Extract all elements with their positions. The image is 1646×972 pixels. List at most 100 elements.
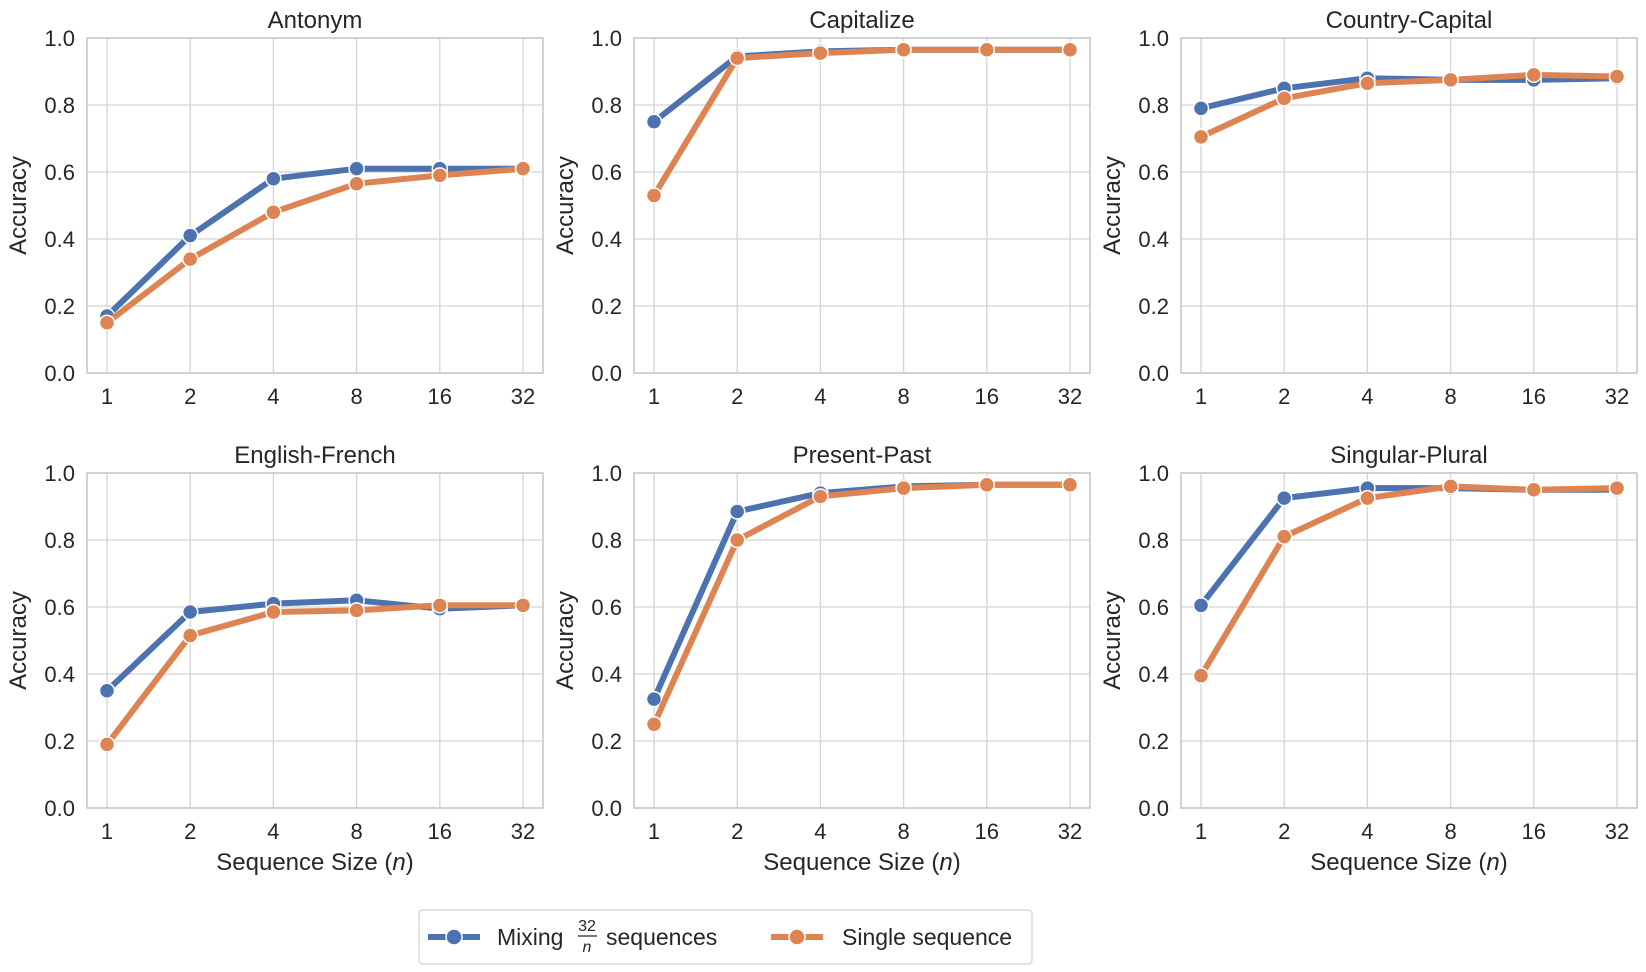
- y-tick-label: 0.8: [44, 93, 75, 118]
- legend-mixing-marker: [445, 928, 463, 946]
- x-tick-label: 16: [428, 384, 452, 409]
- panels: 0.0 0.2 0.4 0.6 0.8 1.0 1 2 4 8 16 32 Antonym Accurac…: [5, 7, 1638, 876]
- y-tick-label: 0.0: [1138, 361, 1169, 386]
- series-line-mixing: [1198, 485, 1620, 609]
- x-tick-label: 8: [897, 819, 909, 844]
- data-point-mixing: [98, 682, 116, 699]
- x-tick-label: 2: [731, 819, 743, 844]
- data-point-single: [181, 627, 199, 644]
- data-point-single: [348, 602, 365, 619]
- panel-present-past: 0.0 0.2 0.4 0.6 0.8 1.0 1 2 4 8 16 32 Present-Past Ac…: [552, 442, 1091, 876]
- x-axis-label-var: n: [392, 849, 405, 876]
- data-point-mixing: [645, 113, 663, 130]
- x-tick-label: 1: [648, 819, 660, 844]
- y-tick-label: 0.0: [591, 796, 622, 821]
- series-line-single: [104, 165, 526, 326]
- x-tick-label: 32: [511, 384, 535, 409]
- legend: Mixing 32 n sequences Single sequence: [418, 909, 1033, 965]
- y-axis-label: Accuracy: [1099, 591, 1126, 690]
- data-point-single: [514, 160, 532, 177]
- y-tick-label: 1.0: [44, 461, 75, 486]
- y-tick-label: 0.2: [1138, 294, 1169, 319]
- x-tick-label: 1: [1195, 819, 1207, 844]
- y-tick-label: 0.8: [1138, 528, 1169, 553]
- data-point-single: [645, 187, 663, 204]
- y-tick-label: 0.0: [591, 361, 622, 386]
- x-tick-label: 1: [101, 819, 113, 844]
- y-axis-label: Accuracy: [5, 156, 32, 255]
- x-axis-label-close: ): [953, 849, 961, 876]
- y-axis-label: Accuracy: [5, 591, 32, 690]
- data-point-single: [431, 597, 449, 614]
- x-axis-label-var: n: [1486, 849, 1499, 876]
- data-point-single: [1192, 128, 1210, 146]
- legend-mixing-frac-num: 32: [578, 918, 596, 935]
- x-tick-label: 32: [1605, 819, 1629, 844]
- y-axis-label: Accuracy: [552, 591, 579, 690]
- data-point-single: [1525, 66, 1543, 84]
- data-point-mixing: [265, 170, 282, 187]
- y-tick-label: 0.6: [44, 160, 75, 185]
- data-point-single: [895, 41, 912, 58]
- y-tick-label: 0.8: [44, 528, 75, 553]
- data-point-single: [1061, 41, 1079, 58]
- series-line-single: [1198, 483, 1620, 679]
- legend-single-label: Single sequence: [842, 924, 1012, 950]
- x-tick-label: 2: [184, 384, 196, 409]
- data-point-single: [978, 41, 996, 58]
- data-point-single: [348, 175, 365, 192]
- y-tick-label: 0.2: [591, 729, 622, 754]
- data-point-mixing: [1192, 100, 1210, 117]
- x-tick-label: 4: [267, 384, 279, 409]
- x-tick-label: 8: [350, 384, 362, 409]
- series-line-single: [1198, 71, 1620, 140]
- data-point-single: [265, 203, 282, 221]
- plot-frame: [1180, 472, 1638, 809]
- data-point-single: [1061, 476, 1079, 493]
- data-point-mixing: [181, 227, 199, 244]
- series-line-single: [104, 602, 526, 748]
- y-tick-label: 0.6: [591, 595, 622, 620]
- data-point-single: [1608, 479, 1626, 497]
- x-tick-label: 8: [897, 384, 909, 409]
- y-tick-label: 1.0: [44, 26, 75, 51]
- panel-country-capital: 0.0 0.2 0.4 0.6 0.8 1.0 1 2 4 8 16 32 Country-Capita…: [1099, 7, 1638, 409]
- data-point-single: [1275, 528, 1293, 545]
- y-tick-label: 1.0: [1138, 26, 1169, 51]
- plot-frame: [86, 37, 544, 374]
- panel-english-french: 0.0 0.2 0.4 0.6 0.8 1.0 1 2 4 8 16 32 English-French…: [5, 442, 544, 876]
- x-tick-label: 8: [1444, 819, 1456, 844]
- y-tick-label: 0.2: [591, 294, 622, 319]
- data-point-single: [181, 250, 199, 268]
- legend-mixing-suffix: sequences: [606, 924, 717, 950]
- data-point-single: [1442, 71, 1459, 89]
- x-axis-label: Sequence Size (n): [763, 849, 960, 876]
- y-tick-label: 0.6: [44, 595, 75, 620]
- panel-title: Singular-Plural: [1330, 442, 1487, 469]
- y-tick-label: 0.4: [1138, 227, 1169, 252]
- x-tick-label: 32: [1605, 384, 1629, 409]
- y-tick-label: 0.0: [44, 361, 75, 386]
- legend-box: [418, 909, 1033, 965]
- data-point-single: [1525, 481, 1543, 498]
- x-tick-label: 1: [1195, 384, 1207, 409]
- y-tick-label: 0.6: [1138, 160, 1169, 185]
- plot-frame: [1180, 37, 1638, 374]
- y-tick-label: 0.8: [1138, 93, 1169, 118]
- y-tick-label: 0.2: [44, 294, 75, 319]
- y-tick-label: 0.4: [591, 227, 622, 252]
- data-point-single: [978, 476, 996, 493]
- data-point-single: [1275, 90, 1293, 107]
- series-line-mixing: [104, 165, 526, 320]
- x-tick-label: 1: [648, 384, 660, 409]
- x-tick-label: 16: [1522, 384, 1546, 409]
- data-point-single: [431, 167, 449, 184]
- x-axis-label-text: Sequence Size (: [216, 849, 392, 876]
- panel-capitalize: 0.0 0.2 0.4 0.6 0.8 1.0 1 2 4 8 16 32 Capitalize Accu…: [552, 7, 1091, 409]
- panel-title: Present-Past: [793, 442, 932, 469]
- plot-frame: [633, 37, 1091, 374]
- y-tick-label: 0.2: [1138, 729, 1169, 754]
- panel-singular-plural: 0.0 0.2 0.4 0.6 0.8 1.0 1 2 4 8 16 32 Singular-Plura…: [1099, 442, 1638, 876]
- data-point-single: [1608, 68, 1626, 85]
- x-axis-label: Sequence Size (n): [216, 849, 413, 876]
